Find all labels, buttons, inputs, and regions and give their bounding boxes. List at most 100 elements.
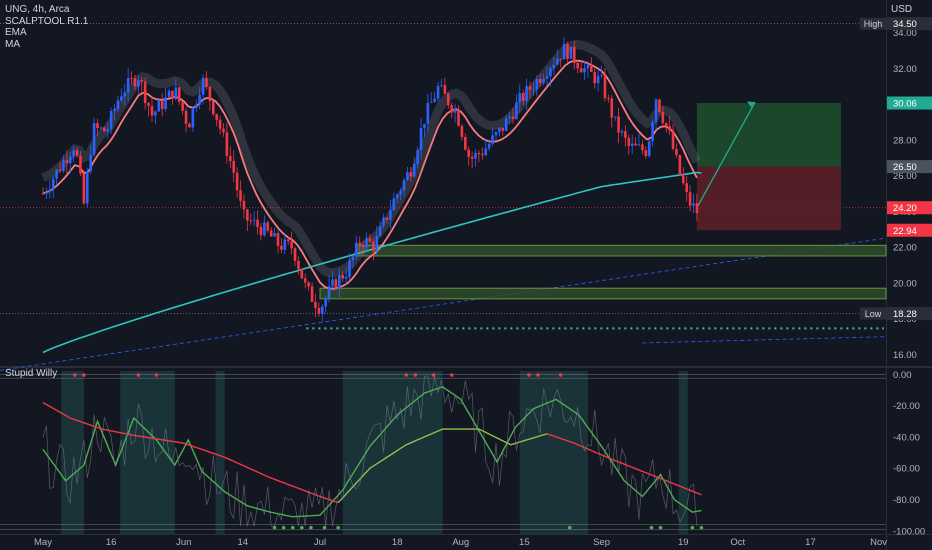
candle-body xyxy=(154,111,157,116)
osc-top-signal xyxy=(431,373,436,377)
candle-body xyxy=(109,111,113,130)
symbol-title[interactable]: UNG, 4h, Arca xyxy=(5,4,70,15)
candle-body xyxy=(222,128,225,133)
time-tick-label: Sep xyxy=(593,537,610,548)
candle-body xyxy=(385,217,389,220)
candle-body xyxy=(518,93,522,103)
candle-body xyxy=(205,78,208,87)
candle-body xyxy=(167,90,171,98)
candle-body xyxy=(630,143,634,146)
candle-body xyxy=(188,123,191,128)
candle-body xyxy=(671,130,675,149)
candle-body xyxy=(232,160,236,173)
candle-body xyxy=(654,99,658,123)
candle-body xyxy=(535,78,539,90)
trend-line xyxy=(0,237,887,371)
candle-body xyxy=(85,171,89,204)
candle-body xyxy=(286,239,290,242)
candle-body xyxy=(300,268,304,279)
candle-body xyxy=(467,149,471,157)
candle-body xyxy=(399,190,402,195)
candle-body xyxy=(317,307,321,314)
price-tick-label: 16.00 xyxy=(893,350,917,361)
candle-body xyxy=(603,75,607,99)
candle-body xyxy=(215,114,218,120)
candle-body xyxy=(596,75,600,84)
candle-body xyxy=(82,173,86,204)
candle-body xyxy=(55,169,58,179)
candle-body xyxy=(235,172,239,191)
candle-body xyxy=(361,245,365,247)
support-zone-1 xyxy=(319,287,887,300)
candle-body xyxy=(521,93,525,101)
candle-body xyxy=(443,85,447,94)
candle-body xyxy=(382,217,385,227)
candle-body xyxy=(508,116,511,119)
candle-body xyxy=(688,192,692,206)
osc-top-signal xyxy=(449,373,454,377)
candle-body xyxy=(133,78,137,87)
candle-body xyxy=(225,132,229,156)
candle-body xyxy=(314,301,317,308)
candle-body xyxy=(72,150,75,157)
osc-tick-label: -20.00 xyxy=(893,401,920,412)
osc-bottom-signal xyxy=(290,525,295,530)
candle-body xyxy=(590,64,593,72)
candle-body xyxy=(586,64,590,69)
candle-body xyxy=(290,241,293,249)
candle-body xyxy=(617,116,620,133)
indicator-ma[interactable]: MA xyxy=(5,38,20,50)
indicator-ema[interactable]: EMA xyxy=(5,27,27,38)
candle-body xyxy=(637,144,641,146)
candle-body xyxy=(538,78,542,83)
candle-body xyxy=(436,85,440,99)
candle-body xyxy=(576,62,580,69)
price-tick-label: 20.00 xyxy=(893,278,917,289)
osc-tick-label: -80.00 xyxy=(893,495,920,506)
candle-body xyxy=(113,109,116,112)
osc-zone-5 xyxy=(678,371,688,534)
candle-body xyxy=(423,123,426,129)
target-arrow xyxy=(696,101,756,209)
candle-body xyxy=(208,86,212,102)
candle-body xyxy=(555,58,559,65)
candle-body xyxy=(487,143,491,149)
candle-body xyxy=(409,172,413,177)
indicator-scalptool[interactable]: SCALPTOOL R1.1 xyxy=(5,15,89,27)
candle-body xyxy=(266,222,270,231)
candle-body xyxy=(678,155,682,175)
candle-body xyxy=(515,102,518,120)
price-tag-value: 22.94 xyxy=(893,226,917,237)
candle-body xyxy=(344,276,348,279)
price-tick-label: 34.00 xyxy=(893,28,917,39)
time-tick-label: 19 xyxy=(678,537,689,548)
candle-body xyxy=(464,137,467,150)
candle-body xyxy=(218,119,222,129)
candle-body xyxy=(331,279,334,287)
time-tick-label: Jun xyxy=(176,537,191,548)
candle-body xyxy=(337,275,341,289)
osc-zone-4 xyxy=(519,371,588,534)
osc-bottom-signal xyxy=(336,525,340,530)
oscillator-title[interactable]: Stupid Willy xyxy=(5,368,58,379)
time-tick-label: Nov xyxy=(870,537,887,548)
osc-zone-3 xyxy=(342,371,443,534)
candle-body xyxy=(545,76,549,79)
osc-bottom-signal xyxy=(649,525,654,530)
candle-body xyxy=(460,125,464,138)
time-tick-label: Oct xyxy=(730,537,745,548)
time-tick-label: 16 xyxy=(106,537,117,548)
ma-line xyxy=(42,171,702,354)
candle-body xyxy=(68,156,72,164)
candle-body xyxy=(412,163,416,177)
candle-body xyxy=(528,85,532,90)
candle-body xyxy=(392,198,396,211)
candle-body xyxy=(293,248,297,261)
price-tag-value: 34.50 xyxy=(893,19,917,30)
price-tag xyxy=(887,160,932,174)
candle-body xyxy=(89,154,92,172)
osc-bottom-signal xyxy=(272,525,277,530)
candle-body xyxy=(194,104,198,109)
candle-body xyxy=(99,127,103,129)
